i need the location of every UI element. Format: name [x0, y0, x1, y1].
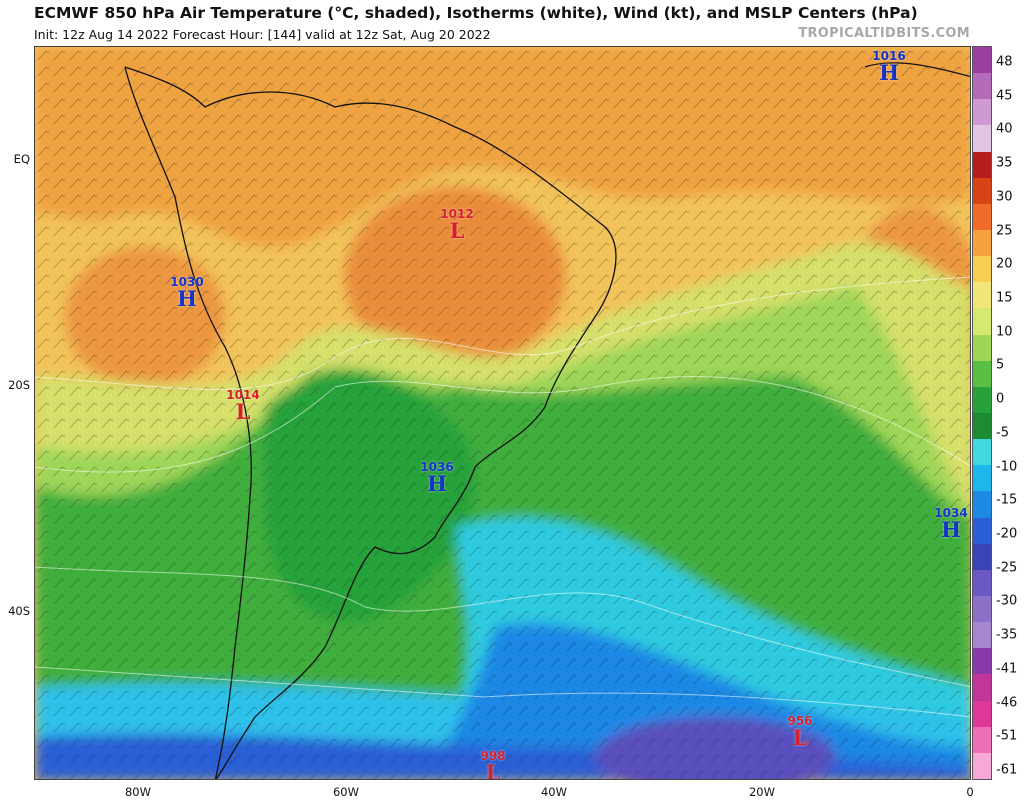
lon-label-80w: 80W [124, 785, 152, 799]
pressure-high-1034[interactable]: 1034 H [934, 506, 968, 542]
pressure-low-1012[interactable]: 1012 L [440, 207, 474, 243]
lat-label-20s: 20S [8, 378, 30, 392]
colorbar-tick-label: -10 [996, 459, 1018, 475]
colorbar-segment [973, 413, 991, 440]
pressure-value-label: 1016 [872, 49, 906, 63]
pressure-value-label: 1012 [440, 207, 474, 221]
colorbar-tick-label: -30 [996, 593, 1018, 609]
temperature-map: 1016 H 1012 L 1030 H 1014 L 1036 H 1034 … [34, 46, 971, 780]
colorbar-segment [973, 360, 991, 388]
low-pressure-symbol: L [485, 760, 501, 780]
colorbar-segment [973, 596, 991, 623]
lon-label-60w: 60W [332, 785, 360, 799]
map-field [35, 47, 970, 779]
coastline-west [124, 66, 252, 779]
africa-coast [864, 62, 970, 78]
low-pressure-symbol: L [449, 218, 465, 243]
low-pressure-symbol: L [235, 399, 251, 424]
colorbar-tick-label: 10 [996, 324, 1013, 340]
pressure-low-998[interactable]: 998 L [480, 750, 505, 780]
colorbar-tick-label: -46 [996, 695, 1018, 711]
colorbar-tick-label: 45 [996, 88, 1013, 104]
colorbar-tick-label: 48 [996, 54, 1013, 70]
colorbar-segment [973, 308, 991, 336]
colorbar-tick-label: 35 [996, 155, 1013, 171]
colorbar-segment [973, 334, 991, 362]
pressure-high-1030[interactable]: 1030 H [170, 275, 204, 311]
colorbar-segment [973, 99, 991, 126]
temperature-colorbar [972, 46, 992, 780]
pressure-value-label: 1030 [170, 275, 204, 289]
colorbar-segment [973, 648, 991, 675]
colorbar-segment [973, 439, 991, 466]
colorbar-segment [973, 491, 991, 519]
pressure-low-1014[interactable]: 1014 L [226, 388, 260, 424]
colorbar-segment [973, 465, 991, 492]
high-pressure-symbol: H [427, 471, 447, 496]
colorbar-tick-label: -25 [996, 560, 1018, 576]
high-pressure-symbol: H [177, 286, 197, 311]
colorbar-segment [973, 203, 991, 231]
colorbar-segment [973, 700, 991, 728]
colorbar-segment [973, 125, 991, 153]
pressure-value-label: 1036 [420, 460, 454, 474]
pressure-low-956[interactable]: 956 L [787, 714, 813, 750]
high-pressure-symbol: H [879, 60, 899, 85]
pressure-high-1016[interactable]: 1016 H [872, 49, 906, 85]
pressure-value-label: 1034 [934, 506, 968, 520]
pressure-value-label: 998 [480, 749, 506, 763]
high-pressure-symbol: H [941, 517, 961, 542]
colorbar-segment [973, 543, 991, 571]
coastline-east [124, 66, 617, 779]
colorbar-segment [973, 726, 991, 754]
colorbar-tick-label: 30 [996, 189, 1013, 205]
wind-barbs [35, 47, 970, 779]
pressure-high-1036[interactable]: 1036 H [420, 460, 454, 496]
colorbar-segment [973, 256, 991, 283]
colorbar-tick-label: -5 [996, 425, 1009, 441]
colorbar-tick-label: -35 [996, 627, 1018, 643]
colorbar-segment [973, 752, 991, 780]
colorbar-tick-label: 5 [996, 357, 1005, 373]
colorbar-segment [973, 230, 991, 257]
colorbar-tick-label: -61 [996, 762, 1018, 778]
colorbar-tick-label: -15 [996, 492, 1018, 508]
map-title: ECMWF 850 hPa Air Temperature (°C, shade… [34, 4, 918, 22]
isotherms [35, 276, 970, 718]
pressure-value-label: 1014 [226, 388, 260, 402]
colorbar-tick-label: -51 [996, 728, 1018, 744]
colorbar-segment [973, 151, 991, 179]
colorbar-tick-label: -41 [996, 661, 1018, 677]
lon-label-0: 0 [966, 785, 974, 799]
colorbar-segment [973, 386, 991, 414]
colorbar-segment [973, 569, 991, 597]
colorbar-segment [973, 73, 991, 100]
source-credit[interactable]: TROPICALTIDBITS.COM [798, 26, 970, 41]
lon-label-40w: 40W [540, 785, 568, 799]
colorbar-segment [973, 674, 991, 702]
lon-label-20w: 20W [748, 785, 776, 799]
colorbar-tick-label: 25 [996, 223, 1013, 239]
colorbar-tick-label: 40 [996, 121, 1013, 137]
lat-label-40s: 40S [8, 604, 30, 618]
colorbar-tick-label: 15 [996, 290, 1013, 306]
colorbar-segment [973, 177, 991, 205]
lat-label-eq: EQ [13, 152, 30, 166]
colorbar-tick-label: 20 [996, 256, 1013, 272]
colorbar-tick-label: -20 [996, 526, 1018, 542]
low-pressure-symbol: L [792, 725, 808, 750]
pressure-value-label: 956 [787, 714, 813, 728]
colorbar-tick-label: 0 [996, 391, 1005, 407]
colorbar-segment [973, 282, 991, 309]
colorbar-segment [973, 47, 991, 74]
colorbar-segment [973, 622, 991, 649]
map-subtitle: Init: 12z Aug 14 2022 Forecast Hour: [14… [34, 27, 491, 42]
colorbar-segment [973, 517, 991, 545]
